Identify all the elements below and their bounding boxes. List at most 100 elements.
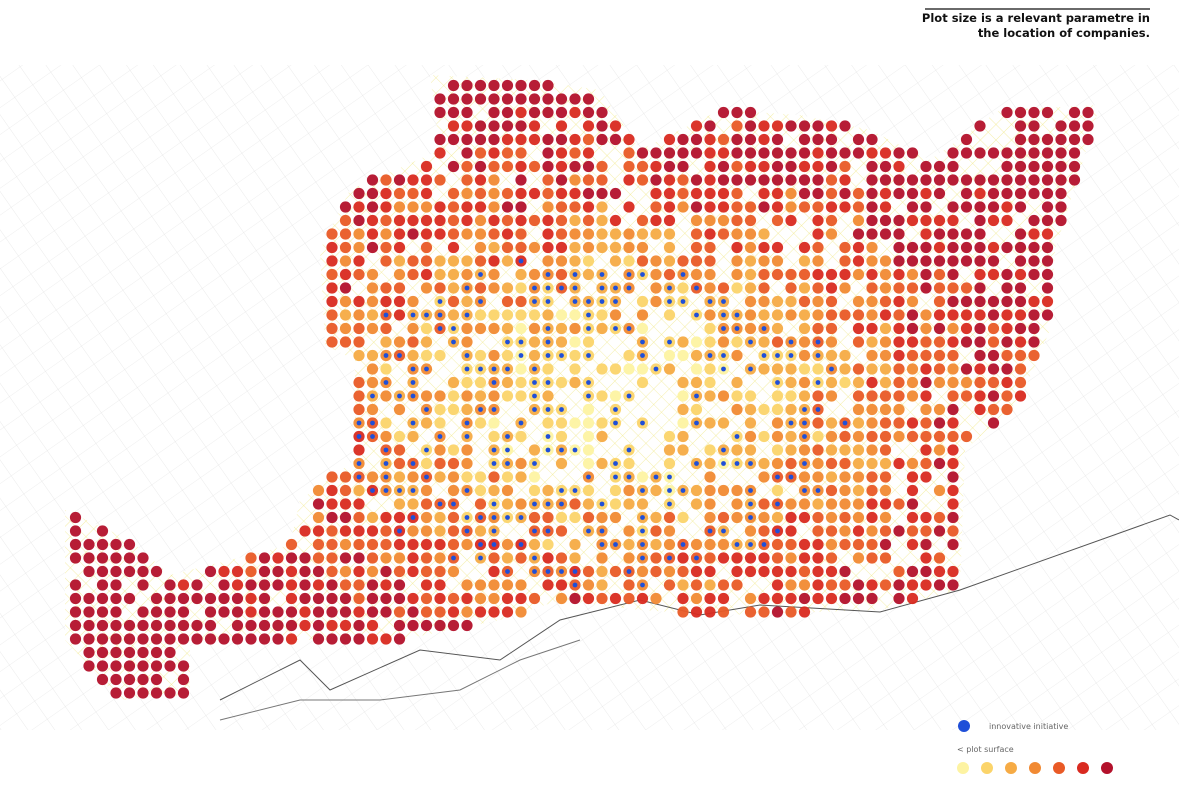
- plot-dot: [380, 565, 392, 578]
- innovation-dot: [640, 272, 645, 277]
- plot-dot: [758, 160, 770, 173]
- plot-dot: [326, 241, 338, 254]
- innovation-dot: [397, 393, 402, 399]
- plot-dot: [947, 295, 959, 308]
- plot-dot: [488, 120, 500, 132]
- plot-dot: [407, 471, 419, 483]
- innovation-dot: [721, 326, 726, 331]
- plot-dot: [812, 241, 824, 254]
- plot-dot: [285, 579, 298, 591]
- plot-dot: [690, 376, 703, 389]
- plot-dot: [542, 255, 554, 267]
- plot-dot: [798, 241, 811, 254]
- plot-dot: [947, 336, 959, 348]
- plot-dot: [1055, 160, 1067, 173]
- plot-dot: [569, 538, 581, 551]
- plot-dot: [177, 673, 190, 686]
- innovation-dot: [653, 366, 659, 372]
- plot-dot: [582, 106, 595, 119]
- plot-dot: [1028, 255, 1040, 267]
- plot-dot: [690, 120, 703, 132]
- plot-dot: [407, 322, 419, 335]
- innovation-dot: [613, 299, 618, 304]
- innovation-dot: [586, 528, 591, 534]
- plot-dot: [420, 592, 433, 605]
- plot-dot: [771, 592, 784, 605]
- plot-dot: [366, 214, 379, 227]
- plot-dot: [218, 633, 230, 645]
- plot-dot: [488, 93, 500, 105]
- plot-dot: [852, 201, 865, 213]
- plot-dot: [474, 322, 487, 335]
- plot-dot: [947, 174, 959, 186]
- plot-dot: [771, 403, 784, 416]
- innovation-dot: [761, 326, 767, 331]
- innovation-dot: [437, 312, 443, 318]
- plot-dot: [299, 619, 311, 632]
- plot-dot: [731, 349, 743, 362]
- plot-dot: [677, 376, 689, 389]
- plot-dot: [1028, 120, 1040, 132]
- plot-dot: [825, 349, 838, 362]
- plot-dot: [866, 349, 878, 362]
- plot-dot: [744, 106, 757, 119]
- plot-dot: [906, 538, 919, 551]
- plot-dot: [312, 619, 325, 632]
- plot-dot: [488, 174, 500, 186]
- plot-dot: [609, 592, 622, 605]
- plot-dot: [852, 295, 865, 308]
- plot-dot: [798, 444, 811, 456]
- plot-dot: [461, 160, 473, 173]
- plot-dot: [447, 241, 460, 254]
- plot-dot: [164, 619, 176, 632]
- plot-dot: [420, 498, 433, 510]
- plot-dot: [137, 633, 149, 645]
- plot-dot: [1001, 268, 1013, 281]
- plot-dot: [393, 403, 406, 416]
- plot-dot: [920, 201, 932, 213]
- plot-dot: [974, 228, 986, 240]
- plot-dot: [1041, 268, 1054, 281]
- plot-dot: [623, 255, 635, 267]
- plot-dot: [771, 579, 784, 591]
- plot-dot: [447, 390, 460, 402]
- plot-dot: [1014, 255, 1027, 267]
- plot-dot: [785, 147, 797, 159]
- plot-dot: [488, 552, 500, 564]
- plot-dot: [825, 147, 838, 159]
- plot-dot: [798, 592, 811, 605]
- plot-dot: [380, 336, 392, 348]
- plot-dot: [731, 214, 743, 227]
- innovation-dot: [626, 474, 632, 480]
- plot-dot: [731, 484, 743, 497]
- plot-dot: [596, 390, 608, 402]
- plot-dot: [650, 565, 662, 578]
- plot-dot: [704, 255, 716, 267]
- plot-dot: [96, 673, 109, 686]
- plot-dot: [515, 93, 527, 105]
- plot-dot: [420, 538, 433, 551]
- plot-dot: [528, 444, 541, 456]
- innovation-dot: [775, 528, 780, 534]
- plot-dot: [1001, 376, 1013, 389]
- plot-dot: [123, 673, 136, 686]
- plot-dot: [461, 120, 473, 132]
- plot-dot: [596, 214, 608, 227]
- innovation-dot: [626, 285, 632, 291]
- plot-dot: [960, 187, 973, 200]
- plot-dot: [758, 309, 770, 321]
- plot-dot: [987, 309, 1000, 321]
- plot-dot: [785, 430, 797, 443]
- plot-dot: [285, 606, 298, 618]
- plot-dot: [123, 538, 136, 551]
- plot-dot: [636, 295, 649, 308]
- plot-dot: [839, 241, 851, 254]
- plot-dot: [488, 471, 500, 483]
- plot-dot: [744, 430, 757, 443]
- plot-dot: [744, 120, 757, 132]
- plot-dot: [339, 592, 352, 605]
- plot-dot: [137, 673, 149, 686]
- plot-dot: [1068, 174, 1081, 186]
- plot-dot: [974, 214, 986, 227]
- innovation-dot: [410, 461, 416, 466]
